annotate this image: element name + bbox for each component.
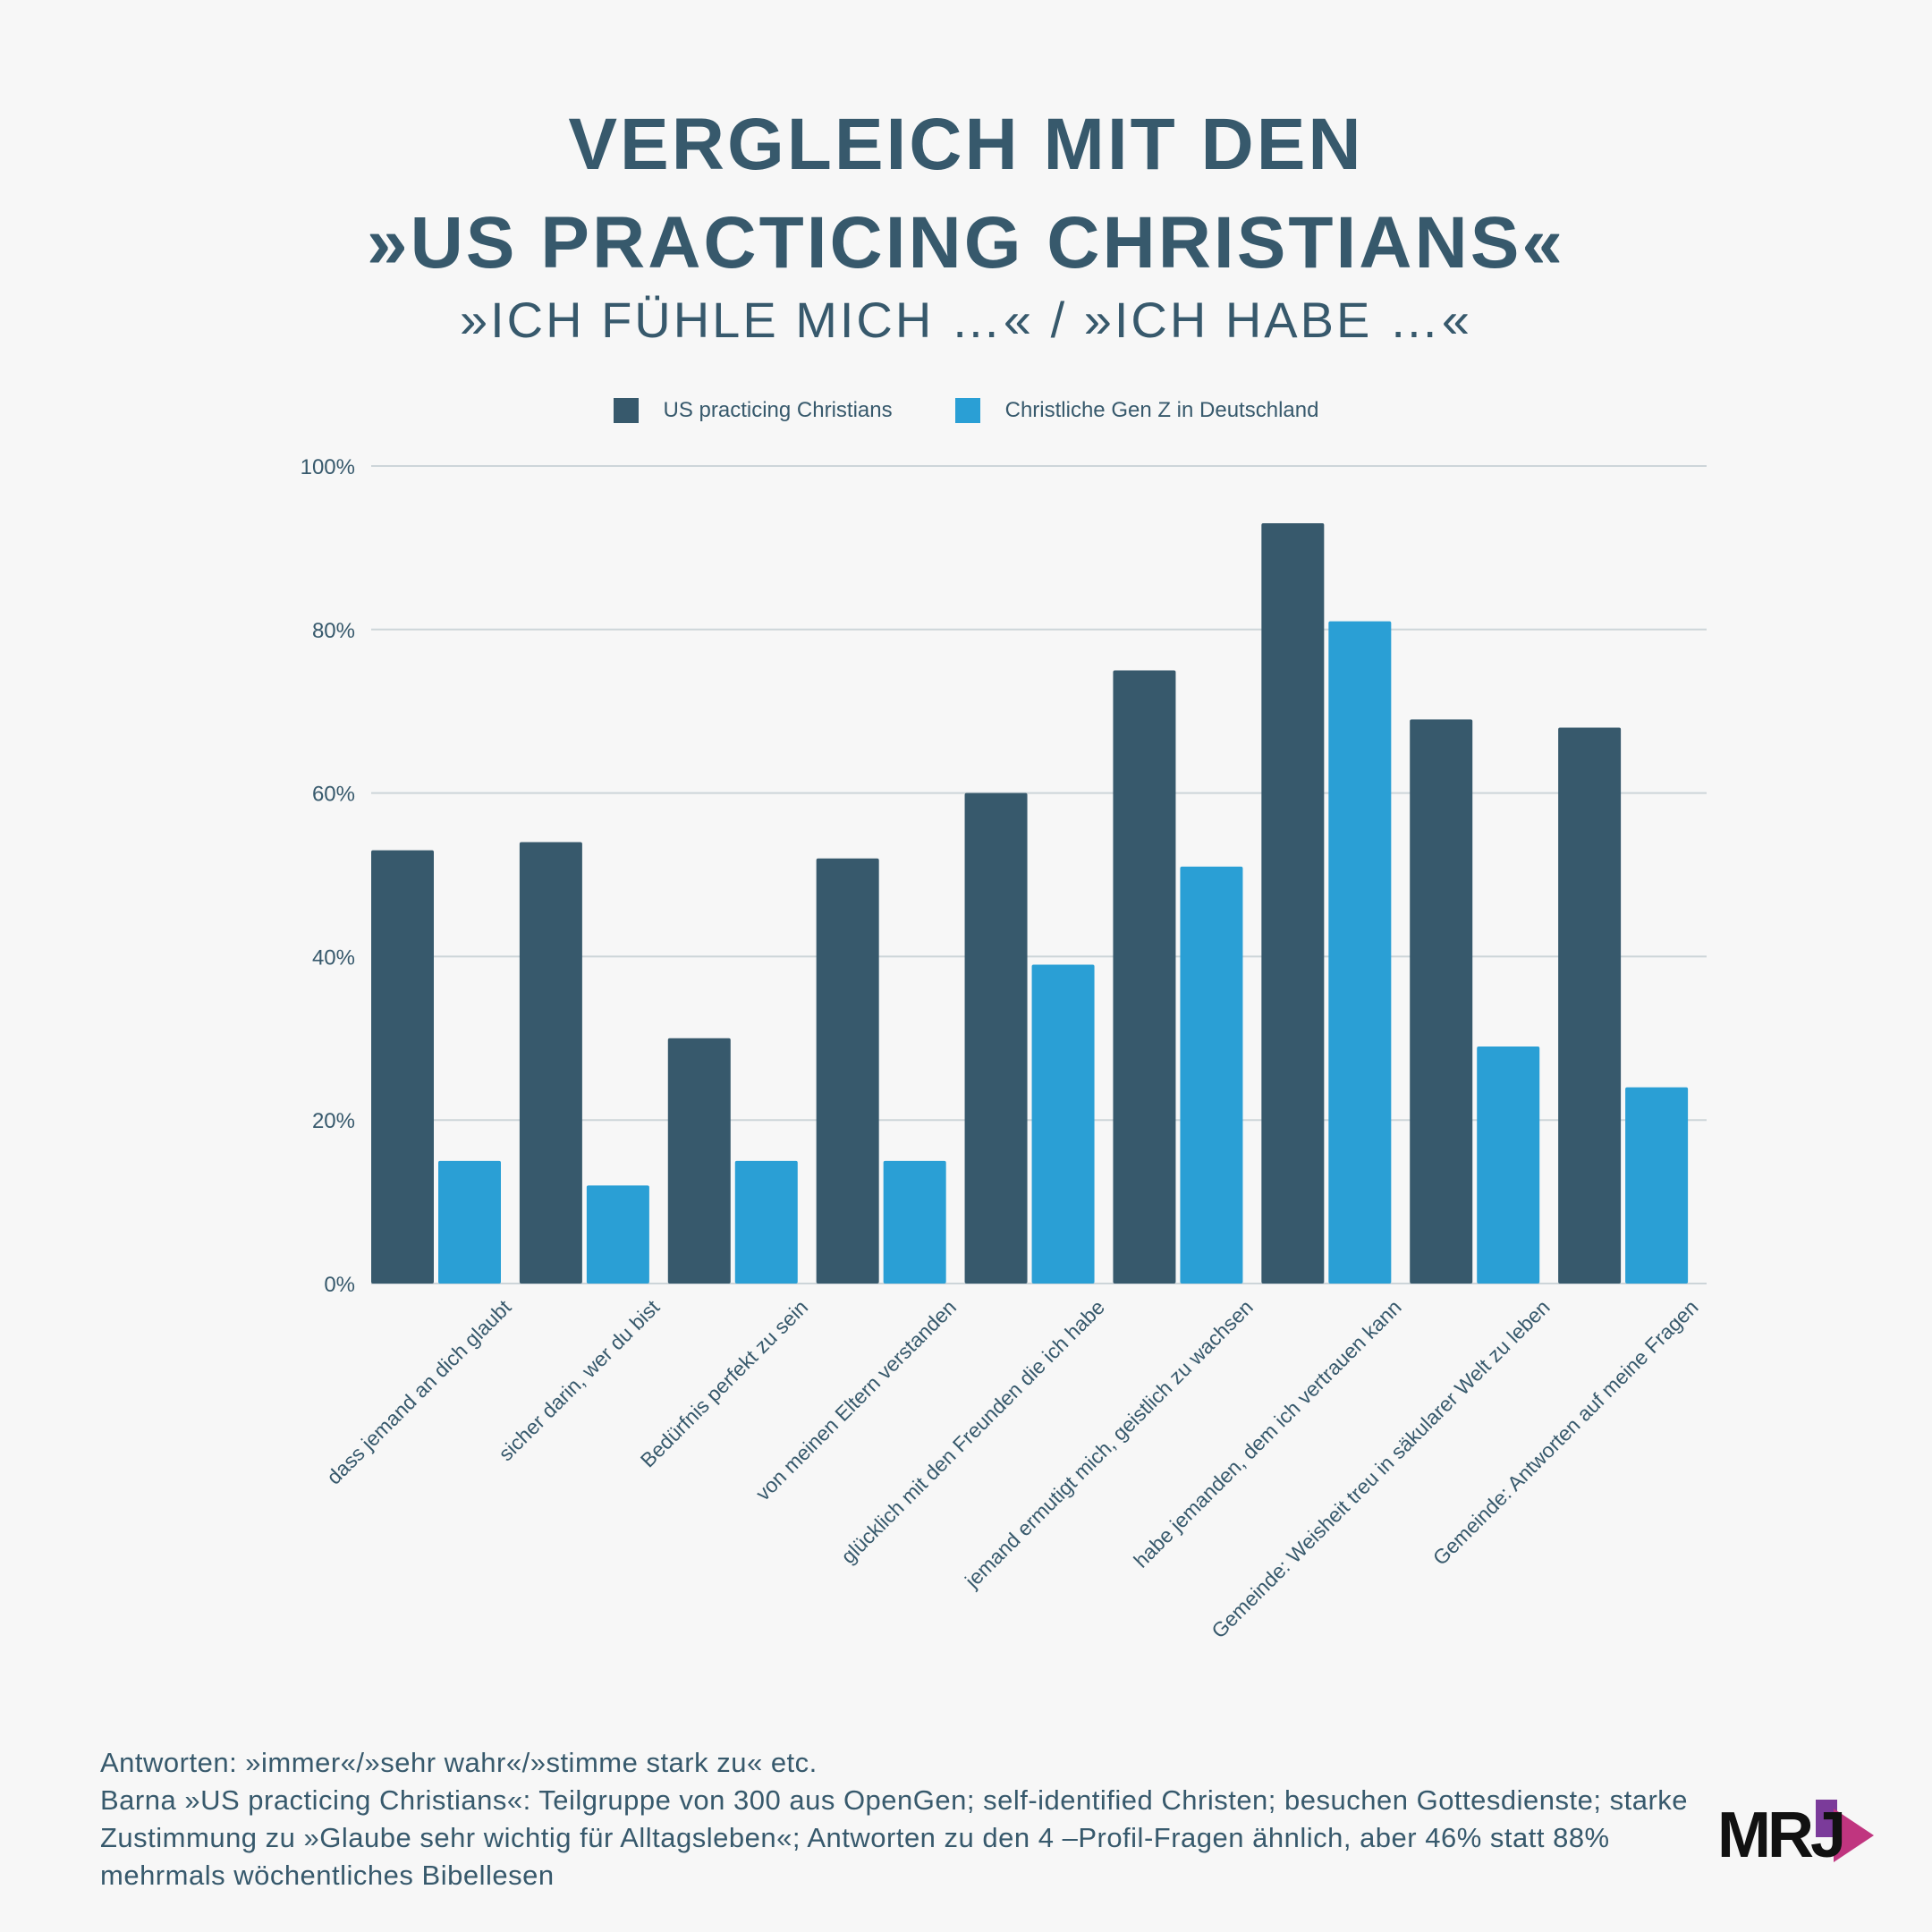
x-tick-label: habe jemanden, dem ich vertrauen kann [1129, 1295, 1406, 1572]
bar-us-practicing-christians [964, 792, 1028, 1284]
y-tick-label: 20% [312, 1109, 355, 1133]
bar-christliche-gen-z [883, 1160, 946, 1284]
chart-title-line2: »US PRACTICING CHRISTIANS« [366, 202, 1566, 284]
legend-item-us: US practicing Christians [613, 398, 893, 423]
y-tick-label: 80% [312, 619, 355, 643]
y-tick-label: 0% [324, 1273, 355, 1297]
x-tick-label: Gemeinde: Weisheit treu in säkularer Wel… [1207, 1295, 1554, 1642]
x-tick-label: jemand ermutigt mich, geistlich zu wachs… [960, 1295, 1258, 1593]
bar-christliche-gen-z [586, 1185, 649, 1284]
logo-mark: MRJ [1717, 1800, 1874, 1869]
legend-label-genz: Christliche Gen Z in Deutschland [1004, 398, 1319, 422]
chart-subtitle: »ICH FÜHLE MICH …« / »ICH HABE …« [459, 292, 1473, 348]
bar-us-practicing-christians [519, 842, 582, 1284]
bar-us-practicing-christians [667, 1038, 731, 1284]
bar-christliche-gen-z [438, 1160, 501, 1284]
legend-swatch-genz [954, 398, 980, 423]
bar-christliche-gen-z [1180, 866, 1243, 1284]
bar-christliche-gen-z [1328, 621, 1392, 1284]
footnote: Antworten: »immer«/»sehr wahr«/»stimme s… [100, 1744, 1692, 1894]
legend-item-genz: Christliche Gen Z in Deutschland [954, 398, 1319, 423]
bar-us-practicing-christians [1558, 727, 1622, 1284]
bar-us-practicing-christians [1261, 522, 1325, 1284]
logo-text: MRJ [1717, 1800, 1843, 1869]
x-tick-label: glücklich mit den Freunden die ich habe [836, 1295, 1109, 1568]
bar-christliche-gen-z [1477, 1046, 1540, 1284]
bar-us-practicing-christians [1410, 719, 1473, 1284]
y-tick-label: 60% [312, 783, 355, 807]
x-tick-label: sicher darin, wer du bist [494, 1295, 665, 1466]
y-tick-label: 40% [312, 945, 355, 970]
bar-us-practicing-christians [816, 858, 879, 1284]
footnote-line2: Barna »US practicing Christians«: Teilgr… [100, 1784, 1689, 1891]
y-tick-label: 100% [301, 455, 355, 479]
x-tick-label: dass jemand an dich glaubt [322, 1295, 516, 1489]
chart-title-line1: VERGLEICH MIT DEN [568, 104, 1364, 185]
bar-chart: 0% 20% 40% 60% 80% 100% dass jemand an dich gl… [301, 455, 1707, 1643]
legend-swatch-us [613, 398, 639, 423]
x-tick-label: Bedürfnis perfekt zu sein [636, 1295, 812, 1471]
bar-christliche-gen-z [1031, 964, 1095, 1284]
chart-legend: US practicing Christians Christliche Gen… [0, 398, 1932, 423]
bar-christliche-gen-z [734, 1160, 798, 1284]
legend-label-us: US practicing Christians [663, 398, 893, 422]
bar-us-practicing-christians [1113, 670, 1176, 1284]
x-tick-label: Gemeinde: Antworten auf meine Fragen [1428, 1295, 1703, 1570]
footnote-line1: Antworten: »immer«/»sehr wahr«/»stimme s… [100, 1747, 818, 1778]
bar-us-practicing-christians [371, 850, 434, 1284]
logo: MRJ [1717, 1798, 1878, 1869]
bar-christliche-gen-z [1625, 1087, 1689, 1284]
